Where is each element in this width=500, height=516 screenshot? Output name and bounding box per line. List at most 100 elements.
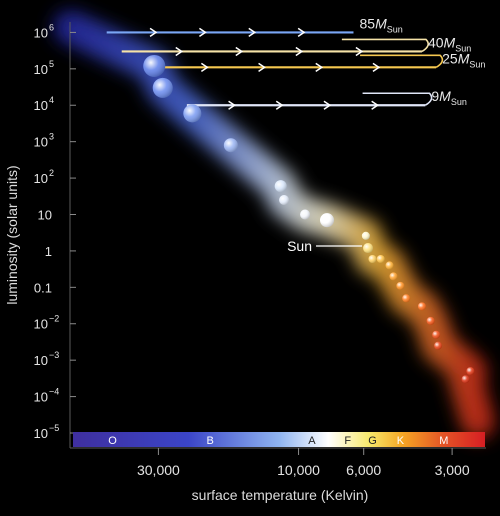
star-highlight bbox=[461, 375, 470, 384]
track-loop bbox=[360, 54, 444, 69]
star-point-17 bbox=[426, 316, 435, 325]
star-point-19 bbox=[434, 341, 443, 350]
star-point-16 bbox=[417, 302, 426, 311]
star-point-10 bbox=[368, 254, 377, 263]
track-arrow bbox=[248, 27, 257, 38]
star-highlight bbox=[320, 213, 335, 228]
star-highlight bbox=[363, 243, 374, 254]
y-tick-label: 10 bbox=[34, 353, 48, 368]
spectral-color-bar bbox=[73, 432, 485, 447]
x-tick: 3,000 bbox=[435, 448, 470, 478]
star-highlight bbox=[300, 209, 311, 220]
y-tick-exponent: 6 bbox=[49, 22, 54, 32]
y-tick: 0.1 bbox=[34, 280, 76, 295]
track-arrow bbox=[371, 100, 380, 110]
star-highlight bbox=[143, 54, 166, 77]
sun-label: Sun bbox=[287, 238, 312, 254]
star-highlight bbox=[223, 138, 238, 153]
y-tick-exponent: −3 bbox=[49, 350, 59, 360]
star-point-0 bbox=[143, 54, 166, 77]
track-loop bbox=[341, 38, 429, 53]
y-tick-exponent: 3 bbox=[49, 132, 54, 142]
track-arrow bbox=[200, 62, 209, 72]
y-tick-label: 0.1 bbox=[34, 280, 52, 295]
star-point-2 bbox=[183, 104, 202, 123]
track-85-msun: 85MSun bbox=[106, 15, 403, 38]
star-point-14 bbox=[396, 281, 405, 290]
y-tick-exponent: −2 bbox=[49, 314, 59, 324]
star-highlight bbox=[417, 302, 426, 311]
star-point-7 bbox=[320, 213, 335, 228]
star-point-8 bbox=[361, 231, 370, 240]
y-tick-label: 1 bbox=[45, 244, 52, 259]
y-tick: 10 2 bbox=[34, 168, 76, 186]
star-highlight bbox=[432, 330, 441, 339]
x-tick-label: 10,000 bbox=[277, 462, 320, 478]
star-point-4 bbox=[274, 180, 287, 193]
spectral-class-K: K bbox=[397, 435, 405, 447]
star-point-18 bbox=[432, 330, 441, 339]
track-arrow bbox=[295, 46, 304, 57]
star-highlight bbox=[402, 294, 411, 303]
star-point-15 bbox=[402, 294, 411, 303]
spectral-class-A: A bbox=[308, 435, 316, 447]
star-point-13 bbox=[389, 272, 398, 281]
y-tick: 10 5 bbox=[34, 59, 76, 77]
star-highlight bbox=[434, 341, 443, 350]
track-arrow bbox=[175, 46, 184, 57]
star-point-1 bbox=[152, 77, 173, 98]
star-highlight bbox=[361, 231, 370, 240]
star-point-20 bbox=[466, 367, 475, 376]
star-point-5 bbox=[279, 195, 290, 206]
y-tick-exponent: 5 bbox=[49, 59, 54, 69]
y-tick-label: 10 bbox=[34, 25, 48, 40]
star-highlight bbox=[183, 104, 202, 123]
track-arrow bbox=[149, 27, 158, 38]
track-arrow bbox=[355, 46, 364, 57]
x-axis-ticks: 30,000 10,000 6,000 3,000 bbox=[137, 448, 470, 478]
star-highlight bbox=[466, 367, 475, 376]
star-point-9 bbox=[363, 243, 374, 254]
y-axis-label: luminosity (solar units) bbox=[4, 165, 20, 304]
y-tick-label: 10 bbox=[34, 317, 48, 332]
y-tick-label: 10 bbox=[34, 62, 48, 77]
star-highlight bbox=[385, 261, 394, 270]
y-tick-exponent: −4 bbox=[49, 387, 59, 397]
y-tick-label: 10 bbox=[34, 171, 48, 186]
star-highlight bbox=[376, 254, 385, 263]
star-highlight bbox=[396, 281, 405, 290]
star-point-6 bbox=[300, 209, 311, 220]
y-tick-label: 10 bbox=[34, 98, 48, 113]
y-tick: 10 −3 bbox=[34, 350, 76, 368]
star-point-12 bbox=[385, 261, 394, 270]
y-tick-label: 10 bbox=[34, 390, 48, 405]
track-arrow bbox=[297, 27, 306, 38]
spectral-class-B: B bbox=[206, 435, 213, 447]
x-tick-label: 30,000 bbox=[137, 462, 180, 478]
spectral-class-O: O bbox=[108, 435, 117, 447]
y-tick-label: 10 bbox=[38, 207, 52, 222]
y-tick: 10 −4 bbox=[34, 387, 76, 405]
y-tick: 10 6 bbox=[34, 22, 76, 40]
track-arrow bbox=[198, 27, 207, 38]
spectral-class-M: M bbox=[439, 435, 448, 447]
star-highlight bbox=[389, 272, 398, 281]
spectral-class-F: F bbox=[344, 435, 351, 447]
track-arrow bbox=[235, 46, 244, 57]
x-tick: 6,000 bbox=[346, 448, 381, 478]
x-tick: 10,000 bbox=[277, 448, 320, 478]
star-highlight bbox=[274, 180, 287, 193]
star-highlight bbox=[279, 195, 290, 206]
spectral-class-G: G bbox=[368, 435, 377, 447]
y-tick-label: 10 bbox=[34, 426, 48, 441]
y-tick: 10 bbox=[38, 207, 76, 222]
y-tick-exponent: 2 bbox=[49, 168, 54, 178]
star-point-11 bbox=[376, 254, 385, 263]
x-tick-label: 6,000 bbox=[346, 462, 381, 478]
y-tick-label: 10 bbox=[34, 135, 48, 150]
star-highlight bbox=[426, 316, 435, 325]
